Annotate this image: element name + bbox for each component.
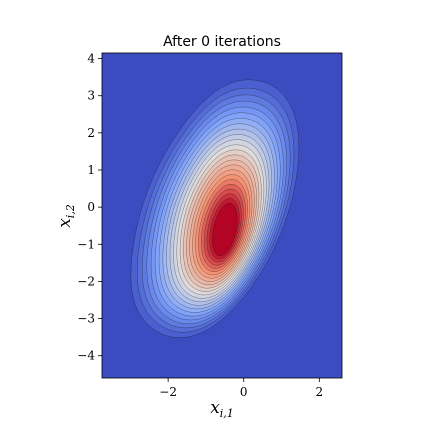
y-tick-label: 4 <box>87 52 95 66</box>
x-axis-label-subscript: i,1 <box>220 407 234 420</box>
plot-area <box>101 52 343 379</box>
y-axis-ticks: −4 −3 −2 −1 0 1 2 3 4 <box>77 52 102 363</box>
x-axis-label: xi,1 <box>210 398 234 420</box>
y-axis-label: xi,2 <box>55 204 77 228</box>
contour-level-24 <box>212 202 238 256</box>
y-tick-label: 0 <box>87 200 95 214</box>
y-tick-label: 3 <box>87 89 95 103</box>
x-axis-label-base: x <box>210 398 220 418</box>
y-tick-label: 2 <box>87 126 95 140</box>
y-tick-label: −4 <box>77 349 95 363</box>
y-tick-label: −2 <box>77 274 95 288</box>
x-tick-label: 0 <box>240 385 248 399</box>
y-tick-label: 1 <box>87 163 95 177</box>
y-tick-label: −3 <box>77 312 95 326</box>
chart-title: After 0 iterations <box>163 34 281 50</box>
x-axis-ticks: −2 0 2 <box>159 378 323 399</box>
y-tick-label: −1 <box>77 237 95 251</box>
y-axis-label-base: x <box>55 218 75 228</box>
x-tick-label: 2 <box>316 385 324 399</box>
plot-frame <box>101 52 343 379</box>
y-axis-label-subscript: i,2 <box>64 204 77 218</box>
contour-fills <box>130 79 300 338</box>
x-tick-label: −2 <box>159 385 177 399</box>
